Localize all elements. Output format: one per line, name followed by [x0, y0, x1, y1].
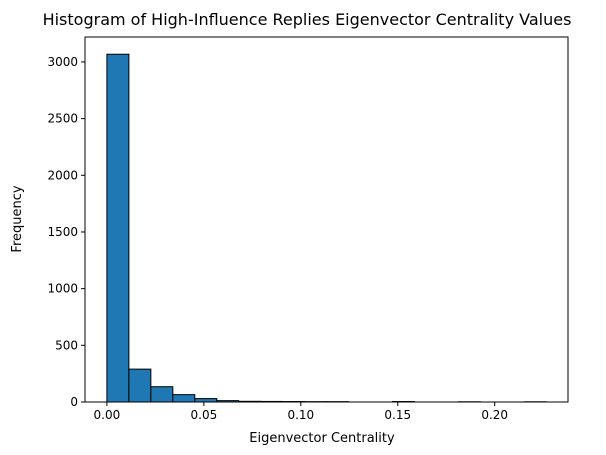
y-tick-label: 1500	[47, 225, 78, 239]
x-tick-label: 0.05	[191, 408, 218, 422]
histogram-bar	[106, 53, 130, 403]
histogram-bar	[150, 386, 174, 403]
x-tick-label: 0.20	[481, 408, 508, 422]
x-axis: 0.00 0.05 0.10 0.15 0.20	[94, 402, 508, 422]
y-axis: 0 500 1000 1500 2000 2500 3000	[47, 55, 85, 409]
y-tick-label: 1000	[47, 282, 78, 296]
y-tick-label: 2000	[47, 168, 78, 182]
y-tick-label: 3000	[47, 55, 78, 69]
histogram-bar	[128, 368, 152, 403]
chart-title: Histogram of High-Influence Replies Eige…	[43, 10, 572, 29]
y-tick-label: 2500	[47, 112, 78, 126]
x-tick-label: 0.00	[94, 408, 121, 422]
y-axis-label: Frequency	[10, 185, 25, 252]
histogram-bar	[172, 394, 196, 403]
bars-group	[106, 53, 547, 403]
x-tick-label: 0.15	[384, 408, 411, 422]
plot-frame	[84, 36, 569, 403]
x-axis-label: Eigenvector Centrality	[249, 431, 395, 446]
y-tick-label: 0	[70, 395, 78, 409]
histogram-bar	[194, 398, 218, 403]
x-tick-label: 0.10	[287, 408, 314, 422]
y-tick-label: 500	[55, 338, 78, 352]
